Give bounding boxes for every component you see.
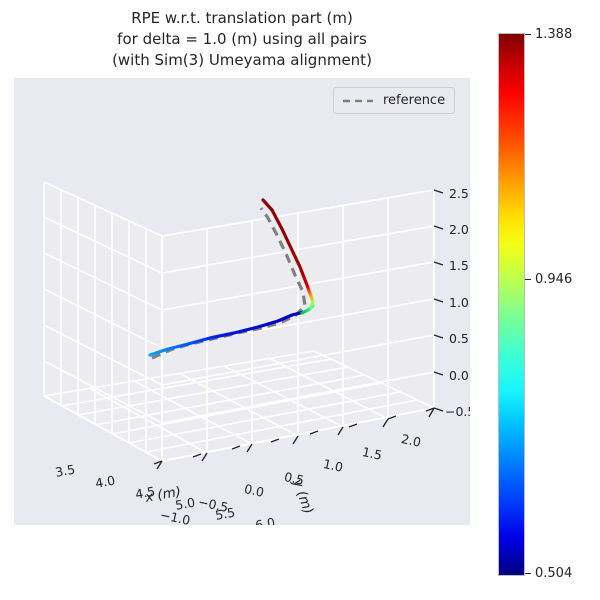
- colorbar-tick-mark: [525, 34, 531, 35]
- z-tick-label: −0.5: [445, 404, 470, 419]
- z-axis-ticks: [433, 189, 444, 412]
- y-axis-ticks: [153, 407, 435, 465]
- colorbar[interactable]: [498, 33, 525, 576]
- colorbar-tick-max: 1.388: [525, 27, 572, 42]
- z-tick-label: 2.5: [449, 186, 469, 201]
- colorbar-tick-label: 1.388: [535, 27, 573, 42]
- x-axis-ticks: [156, 407, 435, 470]
- z-tick-label: 2.0: [449, 222, 469, 237]
- axes-3d-canvas: [43, 181, 444, 470]
- z-tick-label: 1.0: [449, 295, 469, 310]
- estimated-trajectory: [148, 198, 315, 357]
- colorbar-tick-mark: [525, 573, 531, 574]
- axes-3d-plot[interactable]: 3.5 4.0 4.5 5.0 5.5 6.0 6.5 −1.5 −1.0 −0…: [14, 78, 470, 525]
- colorbar-tick-mark: [525, 279, 531, 280]
- legend-dash-icon: [343, 99, 373, 102]
- colorbar-tick-label: 0.946: [535, 272, 573, 287]
- plot-title: RPE w.r.t. translation part (m) for delt…: [112, 9, 372, 69]
- legend[interactable]: reference: [333, 87, 456, 114]
- legend-entry-label: reference: [383, 93, 446, 108]
- colorbar-tick-mid: 0.946: [525, 272, 572, 287]
- colorbar-tick-label: 0.504: [535, 566, 573, 581]
- z-tick-label: 0.5: [449, 331, 469, 346]
- z-tick-label: 0.0: [449, 368, 469, 383]
- colorbar-tick-min: 0.504: [525, 566, 572, 581]
- z-tick-label: 1.5: [449, 258, 469, 273]
